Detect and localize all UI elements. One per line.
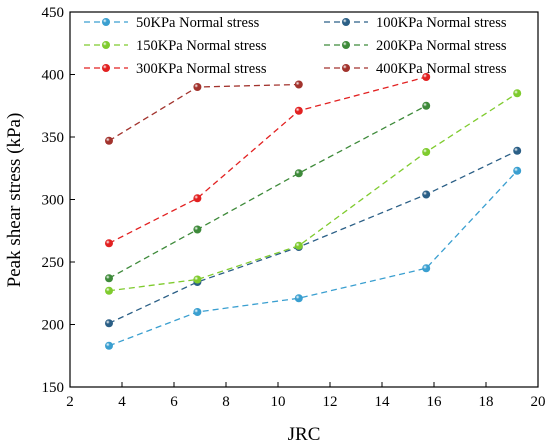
y-tick-label: 150 [42, 380, 65, 396]
x-tick-label: 4 [118, 394, 126, 410]
x-tick-label: 2 [66, 394, 74, 410]
legend-label: 400KPa Normal stress [376, 61, 507, 77]
legend-marker [102, 18, 110, 26]
data-point [294, 294, 303, 303]
data-point [422, 264, 431, 273]
data-point [294, 241, 303, 250]
legend-marker [102, 64, 110, 72]
data-point [105, 136, 113, 145]
legend-label: 300KPa Normal stress [136, 61, 267, 77]
data-point [105, 286, 113, 295]
legend-label: 150KPa Normal stress [136, 38, 267, 54]
data-point [513, 89, 522, 98]
data-point [422, 73, 431, 81]
data-point [105, 239, 113, 248]
data-point [294, 80, 303, 89]
y-tick-label: 450 [42, 5, 65, 21]
y-tick-label: 250 [42, 255, 65, 271]
y-tick-label: 350 [42, 130, 65, 146]
data-point [193, 308, 202, 316]
y-tick-label: 300 [42, 193, 65, 209]
data-point [513, 166, 522, 175]
x-tick-label: 20 [531, 394, 546, 410]
series-line [108, 105, 427, 279]
y-tick-label: 200 [42, 318, 65, 334]
x-axis-title: JRC [288, 424, 321, 445]
data-point [294, 169, 303, 178]
x-tick-label: 12 [323, 394, 338, 410]
legend-label: 100KPa Normal stress [376, 15, 507, 31]
legend-label: 50KPa Normal stress [136, 15, 260, 31]
data-point [422, 148, 431, 156]
data-point [193, 194, 202, 203]
legend-label: 200KPa Normal stress [376, 38, 507, 54]
data-point [422, 190, 431, 199]
data-point [422, 101, 431, 110]
data-point [105, 341, 113, 350]
legend-marker [342, 41, 350, 49]
y-axis-title: Peak shear stress (kPa) [4, 113, 25, 288]
series-line [108, 170, 518, 347]
data-point [105, 319, 113, 328]
x-tick-label: 16 [427, 394, 443, 410]
legend-marker [342, 18, 350, 26]
data-point [294, 106, 303, 115]
data-point [105, 274, 113, 283]
series-group [105, 73, 522, 350]
data-point [513, 146, 522, 155]
plot-area [69, 11, 539, 388]
data-point [193, 83, 202, 91]
legend: 50KPa Normal stress 100KPa Normal stress 1… [84, 15, 507, 77]
x-tick-label: 18 [479, 394, 494, 410]
data-point [193, 275, 202, 284]
y-tick-label: 400 [42, 68, 65, 84]
legend-marker [342, 64, 350, 72]
x-tick-label: 10 [271, 394, 286, 410]
axis-ticks: 2 4 6 8 10 12 14 16 18 20 150 200 250 300 350 400 450 [42, 5, 546, 410]
x-tick-label: 8 [222, 394, 230, 410]
x-tick-label: 14 [375, 394, 391, 410]
data-point [193, 225, 202, 234]
x-tick-label: 6 [170, 394, 178, 410]
legend-marker [102, 41, 110, 49]
